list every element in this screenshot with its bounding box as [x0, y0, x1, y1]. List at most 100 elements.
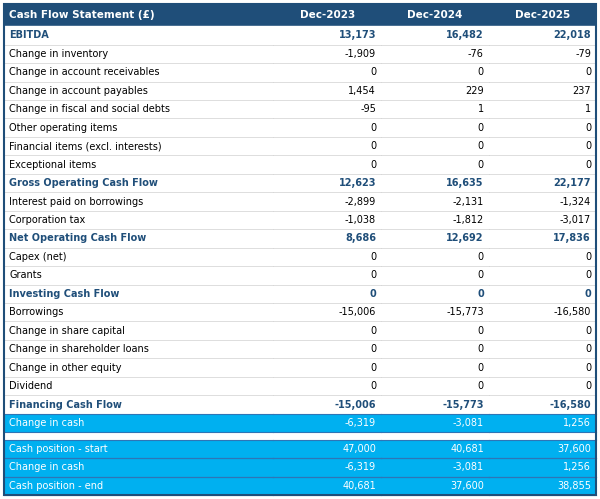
- Bar: [489, 229, 596, 248]
- Bar: [274, 229, 381, 248]
- Text: 0: 0: [477, 289, 484, 299]
- Bar: [489, 211, 596, 229]
- Text: EBITDA: EBITDA: [9, 30, 49, 40]
- Text: Change in fiscal and social debts: Change in fiscal and social debts: [9, 104, 170, 114]
- Text: 37,600: 37,600: [450, 481, 484, 491]
- Text: Grants: Grants: [9, 270, 42, 280]
- Bar: [381, 26, 489, 44]
- Bar: [381, 192, 489, 211]
- Bar: [381, 414, 489, 432]
- Text: 0: 0: [585, 67, 591, 77]
- Bar: [274, 192, 381, 211]
- Bar: [489, 44, 596, 63]
- Text: -15,773: -15,773: [446, 307, 484, 317]
- Bar: [274, 477, 381, 495]
- Text: 47,000: 47,000: [342, 444, 376, 454]
- Bar: [489, 192, 596, 211]
- Text: Dec-2024: Dec-2024: [407, 10, 463, 20]
- Bar: [4, 174, 274, 192]
- Text: 0: 0: [585, 252, 591, 262]
- Bar: [381, 137, 489, 155]
- Bar: [4, 229, 274, 248]
- Text: Dividend: Dividend: [9, 381, 52, 391]
- Bar: [489, 100, 596, 118]
- Bar: [381, 303, 489, 321]
- Text: 0: 0: [370, 252, 376, 262]
- Text: 1: 1: [478, 104, 484, 114]
- Bar: [489, 155, 596, 174]
- Text: 0: 0: [478, 363, 484, 373]
- Bar: [4, 440, 274, 458]
- Bar: [489, 358, 596, 377]
- Text: Cash position - start: Cash position - start: [9, 444, 107, 454]
- Bar: [4, 303, 274, 321]
- Text: 0: 0: [370, 289, 376, 299]
- Text: 12,623: 12,623: [338, 178, 376, 188]
- Text: 0: 0: [370, 67, 376, 77]
- Bar: [4, 266, 274, 284]
- Text: 0: 0: [370, 270, 376, 280]
- Text: 237: 237: [572, 86, 591, 96]
- Text: 0: 0: [478, 270, 484, 280]
- Bar: [274, 26, 381, 44]
- Bar: [274, 440, 381, 458]
- Bar: [381, 174, 489, 192]
- Bar: [274, 4, 381, 26]
- Bar: [489, 414, 596, 432]
- Bar: [381, 340, 489, 358]
- Text: 0: 0: [584, 289, 591, 299]
- Text: Change in account receivables: Change in account receivables: [9, 67, 160, 77]
- Bar: [489, 248, 596, 266]
- Bar: [489, 266, 596, 284]
- Text: 22,018: 22,018: [553, 30, 591, 40]
- Text: Financing Cash Flow: Financing Cash Flow: [9, 400, 122, 410]
- Bar: [274, 100, 381, 118]
- Text: 0: 0: [478, 141, 484, 151]
- Bar: [274, 155, 381, 174]
- Text: Other operating items: Other operating items: [9, 123, 118, 133]
- Bar: [381, 458, 489, 477]
- Text: Change in account payables: Change in account payables: [9, 86, 148, 96]
- Bar: [4, 321, 274, 340]
- Bar: [4, 137, 274, 155]
- Bar: [489, 118, 596, 137]
- Text: -1,038: -1,038: [345, 215, 376, 225]
- Text: -2,131: -2,131: [452, 197, 484, 207]
- Text: 0: 0: [370, 160, 376, 170]
- Text: -16,580: -16,580: [554, 307, 591, 317]
- Text: 0: 0: [585, 381, 591, 391]
- Text: 1,256: 1,256: [563, 462, 591, 473]
- Text: 17,836: 17,836: [553, 234, 591, 244]
- Bar: [274, 44, 381, 63]
- Bar: [489, 395, 596, 414]
- Bar: [4, 395, 274, 414]
- Bar: [274, 266, 381, 284]
- Text: 0: 0: [585, 363, 591, 373]
- Text: 40,681: 40,681: [450, 444, 484, 454]
- Bar: [489, 4, 596, 26]
- Text: 0: 0: [478, 160, 484, 170]
- Text: 38,855: 38,855: [557, 481, 591, 491]
- Bar: [489, 26, 596, 44]
- Text: -6,319: -6,319: [345, 418, 376, 428]
- Text: 0: 0: [585, 141, 591, 151]
- Bar: [381, 477, 489, 495]
- Text: Gross Operating Cash Flow: Gross Operating Cash Flow: [9, 178, 158, 188]
- Text: Investing Cash Flow: Investing Cash Flow: [9, 289, 119, 299]
- Bar: [4, 377, 274, 395]
- Text: 0: 0: [478, 344, 484, 354]
- Bar: [4, 340, 274, 358]
- Bar: [489, 137, 596, 155]
- Text: -2,899: -2,899: [345, 197, 376, 207]
- Text: -6,319: -6,319: [345, 462, 376, 473]
- Bar: [4, 477, 274, 495]
- Text: 0: 0: [585, 160, 591, 170]
- Text: -1,324: -1,324: [560, 197, 591, 207]
- Text: Borrowings: Borrowings: [9, 307, 64, 317]
- Bar: [381, 81, 489, 100]
- Text: 1: 1: [585, 104, 591, 114]
- Bar: [381, 440, 489, 458]
- Text: -76: -76: [468, 49, 484, 59]
- Text: 1,256: 1,256: [563, 418, 591, 428]
- Bar: [489, 81, 596, 100]
